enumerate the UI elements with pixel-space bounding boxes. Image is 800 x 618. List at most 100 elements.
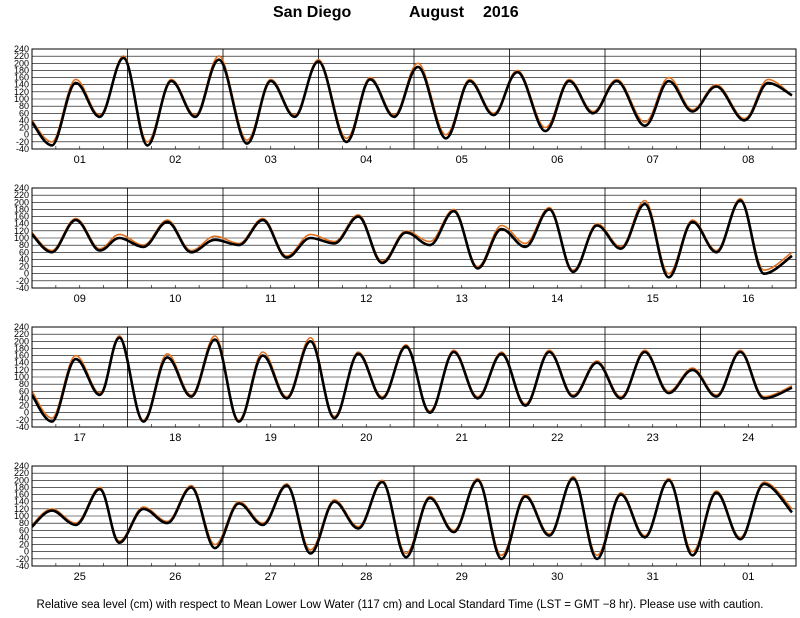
y-tick-label: 240 <box>14 461 29 471</box>
panel-frame <box>31 187 797 289</box>
y-tick-label: 180 <box>14 343 29 353</box>
series-line-observed <box>32 56 793 147</box>
y-tick-label: 220 <box>14 468 29 478</box>
y-tick-label: 220 <box>14 51 29 61</box>
day-label: 25 <box>74 571 86 583</box>
panel-1: -40-200204060801001201401601802002202400… <box>14 44 797 166</box>
day-label: 12 <box>360 293 372 305</box>
y-tick-label: 40 <box>19 115 29 125</box>
day-label: 23 <box>647 432 659 444</box>
y-tick-label: -20 <box>16 137 29 147</box>
y-tick-label: 80 <box>19 240 29 250</box>
y-tick-label: -40 <box>16 144 29 154</box>
y-tick-label: 40 <box>19 254 29 264</box>
series-line-observed <box>32 199 793 279</box>
y-tick-label: 100 <box>14 94 29 104</box>
day-label: 18 <box>169 432 181 444</box>
y-tick-label: 100 <box>14 372 29 382</box>
y-tick-label: 0 <box>24 408 29 418</box>
y-tick-label: 200 <box>14 58 29 68</box>
day-label: 30 <box>551 571 563 583</box>
y-tick-label: 20 <box>19 262 29 272</box>
day-label: 05 <box>456 154 468 166</box>
y-tick-label: -20 <box>16 554 29 564</box>
day-label: 14 <box>551 293 563 305</box>
day-label: 21 <box>456 432 468 444</box>
series-line-observed <box>32 336 793 423</box>
y-tick-label: 0 <box>24 269 29 279</box>
y-tick-label: 20 <box>19 123 29 133</box>
day-label: 29 <box>456 571 468 583</box>
y-tick-label: 180 <box>14 204 29 214</box>
day-label: 31 <box>647 571 659 583</box>
day-label: 26 <box>169 571 181 583</box>
y-tick-label: 100 <box>14 233 29 243</box>
y-tick-label: 120 <box>14 226 29 236</box>
y-tick-label: 0 <box>24 130 29 140</box>
y-tick-label: 180 <box>14 65 29 75</box>
y-tick-label: 120 <box>14 504 29 514</box>
day-label: 13 <box>456 293 468 305</box>
day-label: 06 <box>551 154 563 166</box>
y-tick-label: 40 <box>19 532 29 542</box>
y-tick-label: 160 <box>14 212 29 222</box>
y-tick-label: 60 <box>19 386 29 396</box>
y-tick-label: 140 <box>14 219 29 229</box>
day-label: 16 <box>742 293 754 305</box>
y-tick-label: 240 <box>14 322 29 332</box>
panel-frame <box>31 48 797 150</box>
y-tick-label: 20 <box>19 401 29 411</box>
day-label: 24 <box>742 432 754 444</box>
y-tick-label: 200 <box>14 197 29 207</box>
day-label: 04 <box>360 154 372 166</box>
y-tick-label: 60 <box>19 247 29 257</box>
y-tick-label: 160 <box>14 490 29 500</box>
day-label: 17 <box>74 432 86 444</box>
day-label: 19 <box>265 432 277 444</box>
y-tick-label: 200 <box>14 475 29 485</box>
title-station: San Diego <box>273 4 352 21</box>
y-tick-label: 120 <box>14 365 29 375</box>
y-tick-label: 60 <box>19 525 29 535</box>
y-tick-label: 20 <box>19 540 29 550</box>
day-label: 11 <box>265 293 276 305</box>
y-tick-label: 160 <box>14 73 29 83</box>
title-year: 2016 <box>483 4 519 21</box>
y-tick-label: 220 <box>14 190 29 200</box>
day-label: 20 <box>360 432 372 444</box>
y-tick-label: -40 <box>16 422 29 432</box>
panel-frame <box>31 465 797 567</box>
footer-note: Relative sea level (cm) with respect to … <box>36 599 764 611</box>
y-tick-label: 180 <box>14 482 29 492</box>
y-tick-label: 220 <box>14 329 29 339</box>
y-tick-label: 40 <box>19 393 29 403</box>
y-tick-label: 160 <box>14 351 29 361</box>
y-tick-label: 140 <box>14 497 29 507</box>
y-tick-label: -20 <box>16 415 29 425</box>
day-label: 28 <box>360 571 372 583</box>
y-tick-label: -20 <box>16 276 29 286</box>
day-label: 22 <box>551 432 563 444</box>
y-tick-label: 100 <box>14 511 29 521</box>
day-label: 02 <box>169 154 181 166</box>
y-tick-label: 80 <box>19 518 29 528</box>
y-tick-label: -40 <box>16 561 29 571</box>
day-label: 07 <box>647 154 659 166</box>
day-label: 01 <box>74 154 86 166</box>
y-tick-label: 80 <box>19 101 29 111</box>
y-tick-label: 240 <box>14 44 29 54</box>
day-label: 08 <box>742 154 754 166</box>
y-tick-label: 120 <box>14 87 29 97</box>
y-tick-label: 200 <box>14 336 29 346</box>
title-month: August <box>409 4 465 21</box>
y-tick-label: 60 <box>19 108 29 118</box>
day-label: 09 <box>74 293 86 305</box>
day-label: 27 <box>265 571 277 583</box>
y-tick-label: 140 <box>14 80 29 90</box>
y-tick-label: 80 <box>19 379 29 389</box>
day-label: 15 <box>647 293 659 305</box>
y-tick-label: 0 <box>24 547 29 557</box>
